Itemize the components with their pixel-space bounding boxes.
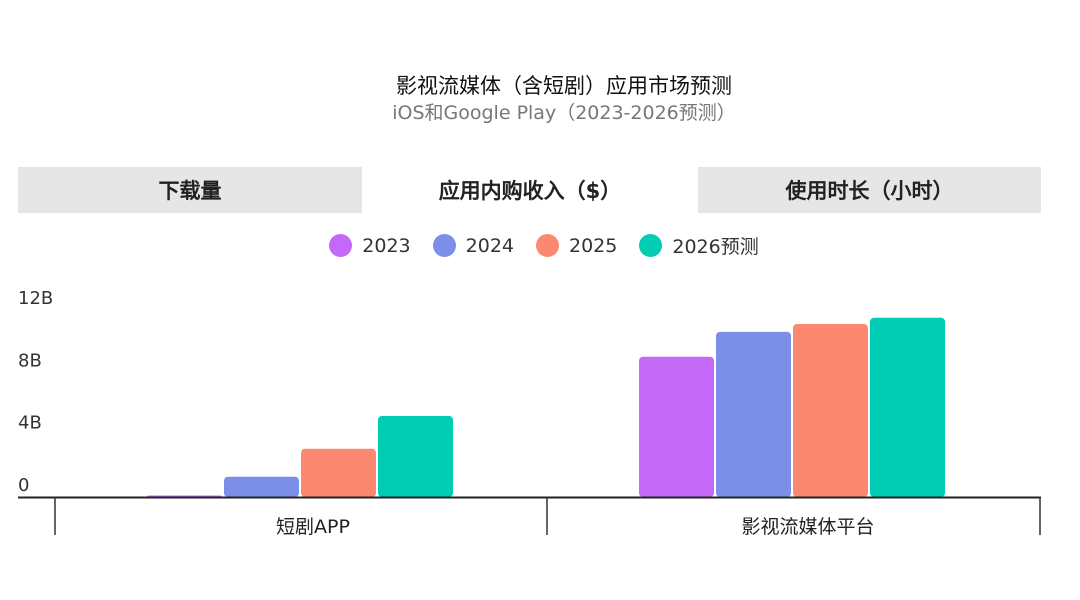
legend-swatch-2026 — [639, 234, 663, 257]
legend-item-2024[interactable]: 2024 — [432, 232, 514, 259]
bar-2024-cat-0[interactable] — [224, 476, 299, 497]
legend-swatch-2025 — [536, 234, 559, 257]
bar-2023-cat-1[interactable] — [639, 356, 714, 497]
legend-swatch-2024 — [432, 234, 456, 257]
tab-downloads[interactable]: 下载量 — [158, 179, 222, 203]
legend-label-2025: 2025 — [569, 234, 618, 257]
metric-tabs: 下载量 应用内购收入（$） 使用时长（小时） — [18, 167, 1041, 213]
legend-item-2025[interactable]: 2025 — [536, 232, 617, 259]
bar-2024-cat-1[interactable] — [716, 331, 791, 497]
legend-label-2024: 2024 — [465, 234, 514, 257]
legend-swatch-2023 — [329, 234, 353, 257]
chart-title: 影视流媒体（含短剧）应用市场预测 — [396, 74, 732, 98]
legend-item-2023[interactable]: 2023 — [329, 232, 411, 259]
tab-usage-time[interactable]: 使用时长（小时） — [785, 179, 954, 203]
chart-subtitle: iOS和Google Play（2023-2026预测） — [392, 102, 736, 124]
bar-2026-cat-0[interactable] — [378, 415, 453, 497]
chart-legend: 2023 2024 2025 2026预测 — [0, 232, 1080, 259]
y-tick-label: 8B — [18, 350, 42, 371]
bar-2026-cat-1[interactable] — [870, 317, 945, 497]
y-tick-label: 0 — [18, 475, 29, 496]
x-category-label: 短剧APP — [276, 516, 350, 538]
legend-label-2026: 2026预测 — [672, 236, 759, 258]
y-tick-label: 4B — [18, 413, 42, 434]
x-category-label: 影视流媒体平台 — [741, 516, 874, 538]
bar-2025-cat-0[interactable] — [301, 448, 376, 497]
y-tick-label: 12B — [18, 288, 53, 309]
tab-iap-revenue[interactable]: 应用内购收入（$） — [362, 167, 698, 213]
legend-label-2023: 2023 — [362, 234, 411, 257]
legend-item-2026[interactable]: 2026预测 — [639, 232, 759, 259]
bar-2025-cat-1[interactable] — [793, 324, 868, 497]
